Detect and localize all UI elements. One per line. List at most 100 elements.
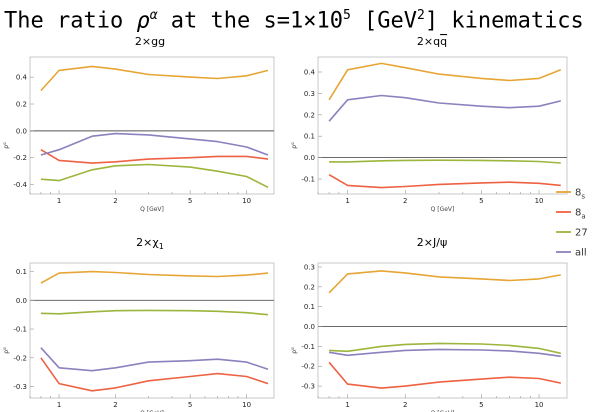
x-tick-label: 2 (113, 197, 117, 205)
series-line-all (40, 132, 269, 156)
series-line-27 (329, 159, 561, 164)
panel-title-base: 2×χ (136, 236, 159, 249)
series-line-8a (328, 174, 561, 189)
plot-frame (29, 56, 275, 195)
series-line-8s (328, 270, 561, 294)
plot-frame (29, 262, 275, 399)
panel-1: 1 2 5 10 -0.4 -0.2 0.0 0.2 0.4 Q [GeV] ρα 2×gg (2, 35, 275, 213)
legend-label: 8a (575, 208, 586, 221)
series-line-27 (40, 163, 269, 189)
series-line-8a (40, 357, 269, 392)
y-tick-label: 0.0 (304, 323, 315, 331)
title-exponent: 5 (342, 8, 351, 23)
x-tick-label: 1 (345, 401, 349, 409)
panel-title-bar: q (440, 35, 447, 48)
y-tick-label: -0.1 (13, 326, 27, 334)
series-line-all (328, 348, 561, 358)
y-tick-label: -0.2 (13, 354, 27, 362)
y-tick-label: 0.3 (304, 263, 315, 271)
y-tick-label: -0.1 (301, 176, 315, 184)
x-axis-label: Q [GeV] (140, 410, 164, 412)
y-tick-label: 0.2 (304, 283, 315, 291)
title-alpha: α (149, 8, 158, 23)
x-tick-label: 2 (403, 197, 407, 205)
x-tick-label: 1 (345, 197, 349, 205)
panel-title: 2×J/ψ (417, 236, 447, 249)
y-tick-label: 0.2 (304, 111, 315, 119)
title-rho: ρ (136, 8, 150, 34)
x-tick-label: 2 (403, 401, 407, 409)
legend-label: 8s (575, 188, 585, 201)
y-tick-label: -0.3 (301, 383, 315, 391)
plot-frame (317, 56, 568, 195)
x-axis-label: Q [GeV] (140, 206, 164, 213)
series-line-8a (40, 149, 269, 164)
series-line-27 (40, 309, 269, 316)
title-suffix: ] kinematics (424, 8, 584, 34)
y-axis-label: ρα (2, 142, 10, 149)
title-unit-exponent: 2 (417, 8, 425, 23)
legend-label: all (575, 248, 587, 259)
y-tick-label: 0.3 (304, 90, 315, 98)
y-axis-label-sup: α (290, 347, 295, 350)
y-tick-label: 0.4 (16, 74, 28, 82)
x-axis-label: Q [GeV] (431, 206, 455, 213)
x-tick-label: 1 (57, 401, 61, 409)
legend-label-sub: s (581, 193, 585, 201)
x-tick-label: 10 (535, 197, 544, 205)
x-tick-label: 2 (113, 401, 117, 409)
legend-label-main: 8 (575, 208, 581, 219)
y-tick-label: 0.2 (16, 101, 27, 109)
series-line-8s (40, 270, 269, 284)
panel-2: 1 2 5 10 -0.1 0.0 0.1 0.2 0.3 0.4 Q [GeV] ρα 2×qq (290, 35, 568, 213)
y-tick-label: -0.3 (13, 383, 27, 391)
y-axis-label: ρα (290, 142, 298, 149)
series-line-all (40, 347, 269, 372)
x-tick-label: 5 (479, 401, 483, 409)
y-tick-label: 0.1 (16, 268, 27, 276)
y-axis-label-sup: α (2, 347, 7, 350)
y-tick-label: -0.2 (13, 154, 27, 162)
series-line-8a (328, 361, 561, 389)
panel-title-base: 2×q (417, 35, 440, 48)
y-tick-label: 0.1 (304, 133, 315, 141)
y-axis-label-sup: α (2, 142, 7, 145)
series-line-8s (40, 65, 269, 92)
legend-label: 27 (575, 228, 588, 239)
x-tick-label: 10 (242, 401, 251, 409)
series-line-8s (328, 62, 562, 101)
x-tick-label: 5 (188, 197, 192, 205)
y-tick-label: 0.4 (304, 68, 316, 76)
y-tick-label: -0.1 (301, 343, 315, 351)
y-axis-label: ρα (290, 347, 298, 354)
y-tick-label: -0.2 (301, 363, 315, 371)
y-tick-label: 0.0 (304, 154, 315, 162)
y-tick-label: 0.1 (304, 303, 315, 311)
legend-label-main: 27 (575, 228, 588, 239)
x-axis-label: Q [GeV] (431, 410, 455, 412)
x-tick-label: 5 (188, 401, 192, 409)
x-tick-label: 5 (479, 197, 483, 205)
panel-title: 2×gg (135, 35, 165, 48)
panel-title: 2×χ1 (136, 236, 164, 251)
page-title: The ratio ρα at the s=1×105 [GeV2] kinem… (4, 3, 584, 34)
legend-label-sub: a (581, 213, 585, 221)
y-axis-label: ρα (2, 347, 10, 354)
series-line-27 (329, 342, 561, 355)
legend-label-main: all (575, 248, 587, 259)
x-tick-label: 10 (535, 401, 544, 409)
x-tick-label: 10 (242, 197, 251, 205)
panel-title-sub: 1 (159, 242, 164, 251)
x-tick-label: 1 (57, 197, 61, 205)
panel-4: 1 2 5 10 -0.3 -0.2 -0.1 0.0 0.1 0.2 0.3 Q [GeV] ρα 2×… (290, 236, 568, 412)
title-unit: [GeV (350, 8, 418, 34)
y-tick-label: -0.4 (13, 181, 27, 189)
y-axis-label-sup: α (290, 142, 295, 145)
title-prefix: The ratio (4, 8, 137, 34)
y-tick-label: 0.0 (16, 297, 27, 305)
panel-title: 2×qq (417, 35, 447, 48)
legend-label-main: 8 (575, 188, 581, 199)
